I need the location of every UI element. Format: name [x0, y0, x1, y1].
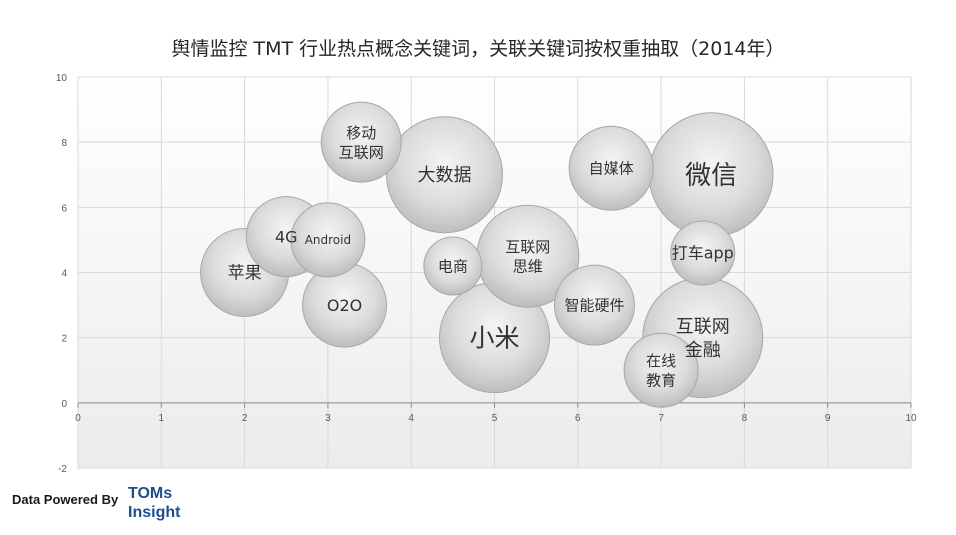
x-tick-label: 7 — [658, 413, 664, 424]
y-tick-label: 6 — [61, 203, 67, 214]
x-tick-label: 5 — [492, 413, 498, 424]
bubble-label: 移动互联网 — [339, 124, 384, 162]
footer-text: Data Powered By — [12, 492, 119, 507]
x-tick-label: 3 — [325, 413, 331, 424]
bubble — [553, 264, 635, 346]
x-tick-label: 0 — [75, 413, 81, 424]
brand-line-1: TOMs — [128, 485, 173, 502]
brand-logo: TOMs Insight — [128, 484, 180, 522]
bubble-label: 小米 — [469, 324, 519, 353]
bubble — [386, 116, 504, 234]
bubble-label: 打车app — [672, 244, 734, 263]
y-tick-label: 10 — [56, 73, 68, 84]
x-tick-label: 6 — [575, 413, 581, 424]
y-tick-label: 2 — [61, 334, 67, 345]
bubble-label: 互联网思维 — [505, 238, 550, 276]
bubble-label: 大数据 — [418, 165, 472, 186]
bubble — [568, 125, 654, 211]
x-tick-label: 10 — [905, 413, 917, 424]
x-tick-label: 8 — [742, 413, 748, 424]
bubble-label: 自媒体 — [589, 160, 634, 178]
bubble — [670, 220, 736, 286]
bubble — [423, 236, 483, 296]
bubble-label: 电商 — [438, 257, 468, 275]
bubble-label: 互联网金融 — [676, 316, 730, 360]
bubble-label: 4G — [275, 227, 298, 246]
bubble — [623, 332, 699, 408]
x-tick-label: 2 — [242, 413, 248, 424]
bubble-label: 微信 — [685, 161, 737, 191]
bubble-label: 在线教育 — [646, 352, 676, 390]
bubble — [290, 202, 366, 278]
chart-title: 舆情监控 TMT 行业热点概念关键词，关联关键词按权重抽取（2014年） — [171, 38, 785, 60]
x-tick-label: 9 — [825, 413, 831, 424]
bubble-label: Android — [305, 233, 351, 247]
y-tick-label: 4 — [61, 269, 67, 280]
bubble-label: 智能硬件 — [564, 296, 624, 314]
y-tick-label: 8 — [61, 138, 67, 149]
brand-line-2: Insight — [128, 504, 181, 521]
bubble-label: O2O — [327, 296, 362, 315]
bubble — [320, 101, 402, 183]
x-tick-label: 1 — [159, 413, 165, 424]
y-tick-label: -2 — [58, 464, 67, 475]
bubble-label: 苹果 — [228, 264, 262, 284]
x-tick-label: 4 — [408, 413, 414, 424]
y-tick-label: 0 — [61, 399, 67, 410]
